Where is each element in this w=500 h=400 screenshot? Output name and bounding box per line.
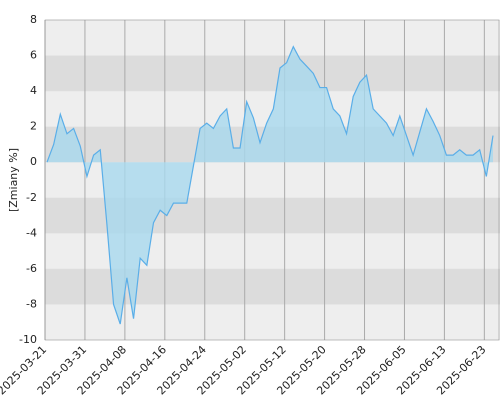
plot-border: [44, 19, 500, 341]
y-tick-label: 4: [30, 84, 37, 97]
y-tick-label: -2: [26, 191, 37, 204]
y-tick-label: -4: [26, 226, 37, 239]
area: [47, 46, 493, 325]
y-tick-label: -10: [19, 333, 37, 346]
y-tick-label: -8: [26, 297, 37, 310]
line: [46, 45, 494, 325]
y-tick-label: 2: [30, 120, 37, 133]
y-tick-label: 6: [30, 49, 37, 62]
y-axis-label: [Zmiany %]: [7, 148, 20, 212]
grid-band: [45, 55, 500, 92]
y-tick-label: 8: [30, 13, 37, 26]
y-tick-label: 0: [30, 155, 37, 168]
y-tick-label: -6: [26, 262, 37, 275]
